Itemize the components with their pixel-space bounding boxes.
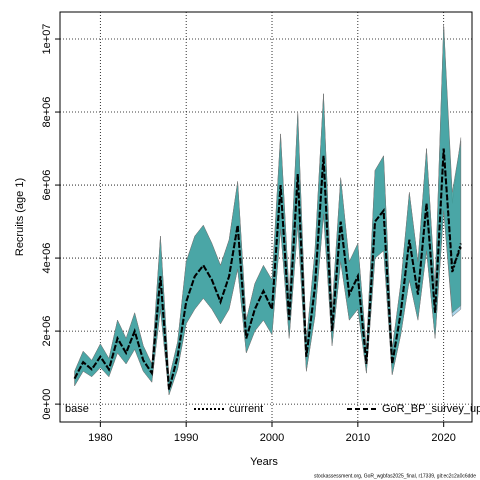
confidence-band — [74, 24, 462, 396]
x-tick-label: 2000 — [260, 432, 284, 444]
y-tick-label: 8e+06 — [41, 97, 53, 128]
x-tick-label: 2020 — [431, 432, 455, 444]
y-tick-label: 4e+06 — [41, 243, 53, 274]
footer: stockassessment.org, GoR_wgbfas2025_fina… — [314, 473, 476, 479]
y-tick-label: 1e+07 — [41, 24, 53, 55]
x-tick-label: 2010 — [346, 432, 370, 444]
y-axis-label: Recruits (age 1) — [14, 178, 26, 256]
legend-entry: current — [229, 403, 263, 415]
legend-entry: GoR_BP_survey_up — [382, 403, 480, 415]
series-line — [73, 148, 462, 390]
plot-frame — [59, 11, 473, 423]
y-tick-label: 2e+06 — [41, 316, 53, 347]
legend-label: base — [65, 403, 89, 415]
y-tick-label: 0e+00 — [41, 389, 53, 420]
x-axis-label: Years — [250, 456, 278, 468]
x-tick-label: 1980 — [88, 432, 112, 444]
x-tick-label: 1990 — [174, 432, 198, 444]
y-tick-label: 6e+06 — [41, 170, 53, 201]
